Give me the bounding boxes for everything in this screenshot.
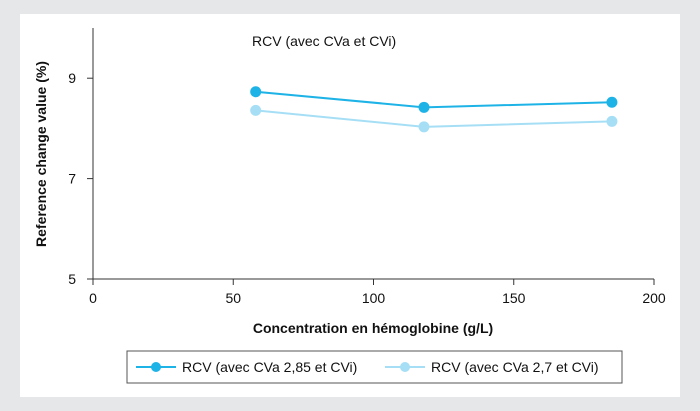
x-tick-label: 150 (502, 290, 526, 306)
legend-label: RCV (avec CVa 2,7 et CVi) (431, 359, 599, 375)
x-tick-label: 200 (642, 290, 666, 306)
x-axis-title: Concentration en hémoglobine (g/L) (253, 320, 493, 336)
series-2 (250, 104, 618, 133)
chart-title: RCV (avec CVa et CVi) (252, 33, 396, 49)
data-point (606, 115, 618, 127)
data-point (418, 121, 430, 133)
data-point (250, 86, 262, 98)
legend-swatch-marker (400, 362, 410, 372)
y-tick-label: 9 (68, 70, 76, 86)
legend-swatch-marker (151, 362, 161, 372)
legend-box (126, 350, 623, 384)
legend-label: RCV (avec CVa 2,85 et CVi) (182, 359, 357, 375)
x-tick-label: 0 (89, 290, 97, 306)
x-tick-label: 100 (362, 290, 386, 306)
data-point (418, 101, 430, 113)
x-tick-label: 50 (225, 290, 241, 306)
y-axis-title: Reference change value (%) (33, 61, 49, 247)
plot-area (250, 86, 618, 133)
y-tick-label: 5 (68, 271, 76, 287)
y-tick-label: 7 (68, 171, 76, 187)
axis-ticks: 0 50 100 150 200 5 7 9 (68, 70, 666, 306)
legend: RCV (avec CVa 2,85 et CVi) RCV (avec CVa… (126, 350, 623, 384)
data-point (250, 104, 262, 116)
chart-panel (20, 14, 680, 397)
data-point (606, 96, 618, 108)
series-1 (250, 86, 618, 113)
